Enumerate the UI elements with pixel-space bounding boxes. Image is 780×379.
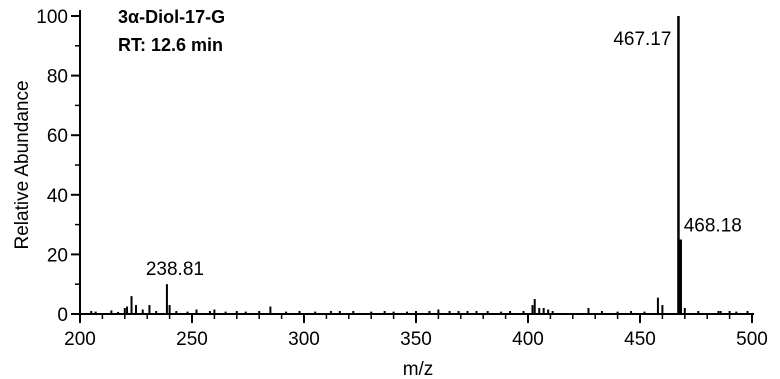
x-tick-label: 500 bbox=[736, 329, 768, 350]
peak-label: 467.17 bbox=[613, 29, 671, 50]
y-axis-title: Relative Abundance bbox=[12, 80, 33, 249]
y-tick-label: 100 bbox=[36, 7, 68, 28]
x-tick-label: 400 bbox=[512, 329, 544, 350]
x-axis: 200 250 300 350 400 450 500 bbox=[64, 313, 768, 350]
y-tick-label: 80 bbox=[47, 67, 68, 88]
x-tick-label: 450 bbox=[624, 329, 656, 350]
x-axis-title: m/z bbox=[403, 359, 434, 379]
y-tick-label: 20 bbox=[47, 245, 68, 266]
y-tick-label: 40 bbox=[47, 186, 68, 207]
peak-annotations: 467.17 468.18 238.81 bbox=[146, 29, 742, 280]
compound-title: 3α-Diol-17-G bbox=[118, 7, 225, 27]
peak-label: 468.18 bbox=[684, 216, 742, 237]
y-axis: 0 20 40 60 80 100 bbox=[36, 7, 81, 326]
x-tick-label: 300 bbox=[288, 329, 320, 350]
retention-time-label: RT: 12.6 min bbox=[118, 35, 223, 55]
peaks bbox=[90, 16, 749, 314]
x-tick-label: 350 bbox=[400, 329, 432, 350]
y-tick-label: 0 bbox=[57, 305, 68, 326]
peak-label: 238.81 bbox=[146, 259, 204, 280]
y-tick-label: 60 bbox=[47, 126, 68, 147]
x-tick-label: 250 bbox=[176, 329, 208, 350]
x-tick-label: 200 bbox=[64, 329, 96, 350]
